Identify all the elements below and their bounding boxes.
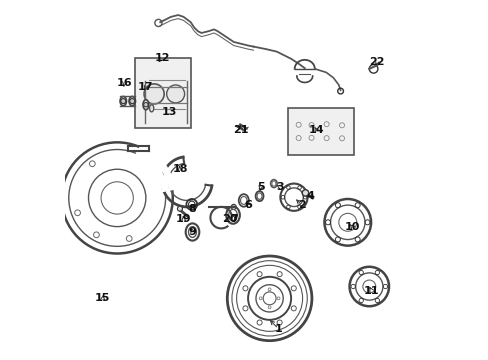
Ellipse shape xyxy=(120,96,126,106)
Text: 19: 19 xyxy=(175,215,191,224)
Text: 22: 22 xyxy=(368,57,384,67)
Bar xyxy=(292,115,304,150)
Circle shape xyxy=(121,99,125,104)
Text: 12: 12 xyxy=(154,53,169,63)
Text: 11: 11 xyxy=(363,286,379,296)
Text: 2: 2 xyxy=(297,200,305,210)
Text: 21: 21 xyxy=(233,125,248,135)
Text: 1: 1 xyxy=(274,324,282,334)
Text: 15: 15 xyxy=(95,293,110,303)
Circle shape xyxy=(144,84,164,104)
Text: 4: 4 xyxy=(306,191,314,201)
Text: 10: 10 xyxy=(344,222,359,231)
Text: 5: 5 xyxy=(256,182,264,192)
Text: 9: 9 xyxy=(188,227,196,237)
Text: 13: 13 xyxy=(161,107,177,117)
Circle shape xyxy=(143,103,148,107)
Bar xyxy=(305,116,316,150)
Ellipse shape xyxy=(129,96,135,106)
Circle shape xyxy=(129,99,135,104)
Text: 16: 16 xyxy=(116,78,132,88)
Circle shape xyxy=(166,85,184,103)
Ellipse shape xyxy=(149,105,153,112)
Ellipse shape xyxy=(142,100,148,110)
Circle shape xyxy=(177,206,182,211)
Text: 8: 8 xyxy=(188,204,196,214)
Text: 6: 6 xyxy=(244,200,251,210)
Text: 3: 3 xyxy=(276,182,284,192)
Bar xyxy=(336,116,347,150)
Bar xyxy=(287,108,353,155)
Text: 17: 17 xyxy=(138,82,153,92)
Circle shape xyxy=(302,190,308,196)
Bar xyxy=(319,114,333,151)
Bar xyxy=(135,58,190,128)
Text: 14: 14 xyxy=(308,125,324,135)
Text: 20: 20 xyxy=(222,215,237,224)
Text: 7: 7 xyxy=(229,215,237,224)
Text: 18: 18 xyxy=(172,164,187,174)
